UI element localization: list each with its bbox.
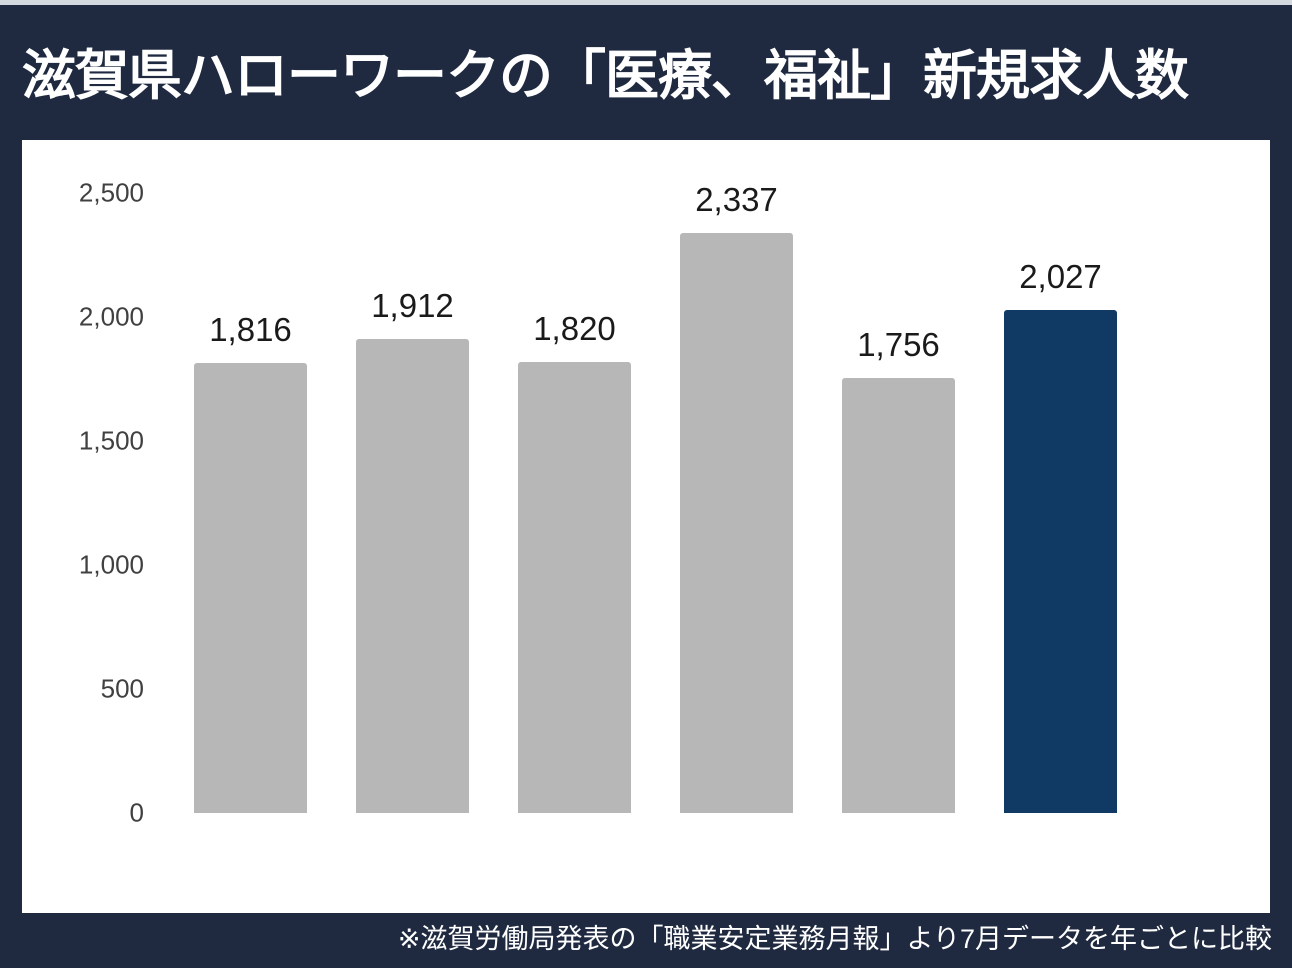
- bar[interactable]: [842, 377, 955, 813]
- bar-value-label: 2,337: [695, 181, 778, 219]
- y-axis-tick-label: 2,500: [78, 177, 144, 208]
- y-axis-tick-label: 2,000: [78, 301, 144, 332]
- bar-group: 1,8202018年: [518, 310, 631, 813]
- bar[interactable]: [194, 362, 307, 813]
- bar-chart-plot: 05001,0001,5002,0002,5001,8162016年1,9122…: [22, 140, 1270, 913]
- chart-panel: 05001,0001,5002,0002,5001,8162016年1,9122…: [22, 140, 1270, 913]
- bar[interactable]: [356, 338, 469, 813]
- bar-value-label: 2,027: [1019, 258, 1102, 296]
- bar-group: 1,8162016年: [194, 311, 307, 813]
- y-axis-tick-label: 0: [129, 797, 144, 828]
- bar[interactable]: [680, 233, 793, 813]
- bar-value-label: 1,816: [209, 310, 292, 348]
- y-axis-tick-label: 1,500: [78, 425, 144, 456]
- top-accent-strip: [0, 0, 1292, 5]
- bar-group: 2,3372019年: [680, 181, 793, 813]
- bar[interactable]: [1004, 310, 1117, 813]
- bar-value-label: 1,912: [371, 286, 454, 324]
- bar-group: 2,0272021年: [1004, 258, 1117, 813]
- bar-value-label: 1,820: [533, 309, 616, 347]
- bar-group: 1,7562020年: [842, 326, 955, 813]
- source-note: ※滋賀労働局発表の「職業安定業務月報」より7月データを年ごとに比較: [397, 924, 1272, 954]
- bar[interactable]: [518, 361, 631, 813]
- y-axis-tick-label: 500: [100, 673, 144, 704]
- bar-group: 1,9122017年: [356, 287, 469, 813]
- y-axis-tick-label: 1,000: [78, 549, 144, 580]
- page-title: 滋賀県ハローワークの「医療、福祉」新規求人数: [22, 45, 1189, 106]
- bar-value-label: 1,756: [857, 325, 940, 363]
